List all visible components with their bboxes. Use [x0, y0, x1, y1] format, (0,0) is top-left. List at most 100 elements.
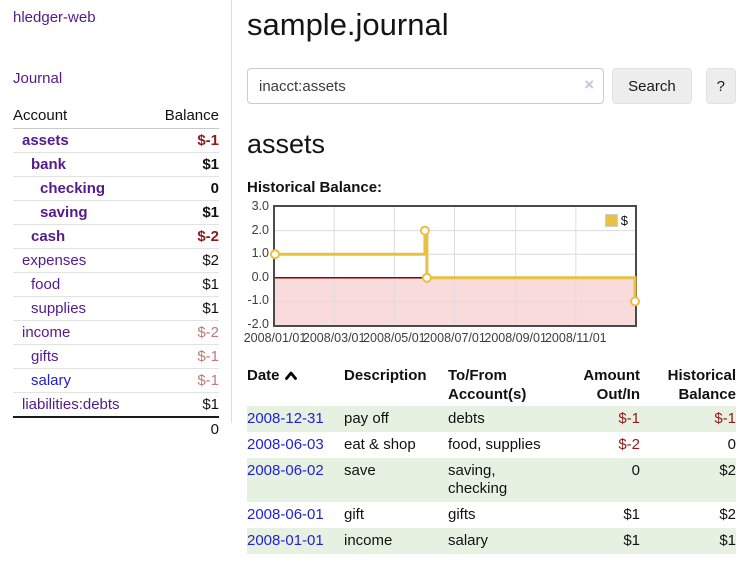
- clear-search-icon[interactable]: ×: [584, 75, 595, 94]
- sidebar-account-link-checking[interactable]: checking: [40, 180, 106, 197]
- transaction-accounts: gifts: [448, 506, 476, 523]
- accounts-rows: assets $-1 bank $1 checking 0 saving $1 cash $-2 e…: [13, 128, 219, 418]
- account-balance: $-2: [149, 320, 219, 345]
- transaction-description: save: [344, 458, 448, 502]
- transaction-date-link[interactable]: 2008-06-01: [247, 506, 324, 523]
- transactions-header-row: Date Description To/From Account(s) Amou…: [247, 364, 736, 406]
- account-row: salary $-1: [13, 368, 219, 393]
- transaction-accounts: debts: [448, 406, 556, 432]
- sidebar-account-link-bank[interactable]: bank: [31, 156, 67, 173]
- account-heading: assets: [247, 129, 326, 159]
- sidebar-account-link-income[interactable]: income: [22, 324, 71, 341]
- transaction-accounts: food, supplies: [448, 436, 541, 453]
- transaction-row: 2008-06-01 gift gifts $1 $2: [247, 502, 736, 528]
- accounts-total-row: 0: [13, 416, 219, 441]
- account-row: expenses $2: [13, 248, 219, 273]
- transaction-accounts: saving, checking: [448, 458, 556, 502]
- chart-title: Historical Balance:: [247, 179, 383, 196]
- account-row: income $-2: [13, 320, 219, 345]
- account-row: bank $1: [13, 152, 219, 177]
- account-row: food $1: [13, 272, 219, 297]
- y-axis-tick-label: 2.0: [251, 222, 269, 237]
- account-balance: $-1: [149, 368, 219, 393]
- y-axis-tick-label: 3.0: [251, 199, 269, 213]
- transactions-table: Date Description To/From Account(s) Amou…: [247, 364, 736, 554]
- transaction-description: gift: [344, 506, 365, 523]
- column-header-amount: Amount Out/In: [583, 367, 640, 403]
- transaction-date-link[interactable]: 2008-06-03: [247, 436, 324, 453]
- y-axis-tick-label: -1.0: [247, 293, 269, 308]
- account-balance: $1: [149, 200, 219, 225]
- transaction-amount: 0: [556, 458, 640, 502]
- transaction-balance: 0: [727, 436, 736, 453]
- app-brand-link[interactable]: hledger-web: [13, 9, 96, 26]
- chart-svg: [270, 207, 640, 325]
- transaction-amount: $-2: [618, 436, 640, 453]
- x-axis-tick-label: 2008/11/01: [544, 331, 607, 345]
- sidebar-account-link-cash[interactable]: cash: [31, 228, 66, 245]
- historical-balance-chart: $ 3.0 2.0 1.0 0.0 -1.0 -2.0 2008/01/01 2008/03/…: [244, 199, 736, 347]
- account-row: assets $-1: [13, 128, 219, 153]
- y-axis-tick-label: -2.0: [247, 317, 269, 331]
- account-balance: $1: [149, 152, 219, 177]
- account-balance: $1: [149, 272, 219, 297]
- transaction-row: 2008-06-02 save saving, checking 0 $2: [247, 458, 736, 502]
- chart-legend: $: [604, 213, 628, 228]
- help-button[interactable]: ?: [705, 68, 736, 104]
- main-content: sample.journal × Search ? assets Histori…: [244, 0, 736, 554]
- account-balance: $1: [202, 396, 219, 413]
- page-title: sample.journal: [247, 7, 449, 42]
- y-axis-tick-label: 0.0: [251, 269, 269, 284]
- sidebar-account-link-gifts[interactable]: gifts: [31, 348, 59, 365]
- transaction-row: 2008-06-03 eat & shop food, supplies $-2 0: [247, 432, 736, 458]
- sidebar-item-journal[interactable]: Journal: [13, 70, 63, 87]
- legend-swatch-icon: [604, 214, 618, 227]
- sidebar-account-link-supplies[interactable]: supplies: [31, 300, 87, 317]
- transaction-balance: $1: [640, 528, 736, 554]
- account-balance: 0: [149, 176, 219, 201]
- transaction-balance: $-1: [640, 406, 736, 432]
- transaction-description: pay off: [344, 406, 448, 432]
- account-balance: $2: [149, 248, 219, 273]
- transaction-row: 2008-01-01 income salary $1 $1: [247, 528, 736, 554]
- accounts-header-row: Account Balance: [13, 104, 219, 129]
- y-axis-tick-label: 1.0: [251, 246, 269, 261]
- transaction-amount: $1: [623, 506, 640, 523]
- accounts-table: Account Balance assets $-1 bank $1 checking 0…: [13, 104, 219, 441]
- account-row: liabilities:debts $1: [13, 393, 219, 418]
- account-balance: $-1: [149, 344, 219, 369]
- x-axis-tick-label: 2008/05/01: [363, 331, 426, 345]
- chart-plot-area[interactable]: $: [270, 205, 640, 327]
- account-balance: $-1: [149, 128, 219, 153]
- transaction-amount: $-1: [556, 406, 640, 432]
- search-button[interactable]: Search: [612, 68, 692, 104]
- sidebar-account-link-assets[interactable]: assets: [22, 132, 69, 149]
- column-header-description: Description: [344, 367, 427, 384]
- transactions-rows: 2008-12-31 pay off debts $-1 $-1 2008-06-03 ea…: [247, 406, 736, 554]
- search-input[interactable]: [247, 68, 605, 104]
- sidebar-account-link-food[interactable]: food: [31, 276, 61, 293]
- transaction-date-link[interactable]: 2008-01-01: [247, 532, 324, 549]
- transaction-date-link[interactable]: 2008-06-02: [247, 462, 324, 479]
- column-header-date[interactable]: Date: [247, 364, 344, 406]
- accounts-header-balance: Balance: [149, 104, 219, 129]
- account-balance: $-2: [149, 224, 219, 249]
- transaction-balance: $2: [640, 458, 736, 502]
- transaction-accounts: salary: [448, 528, 556, 554]
- account-row: cash $-2: [13, 224, 219, 249]
- sidebar-account-link-expenses[interactable]: expenses: [22, 252, 87, 269]
- legend-label: $: [620, 213, 628, 228]
- x-axis-tick-label: 2008/03/01: [302, 331, 366, 345]
- account-row: supplies $1: [13, 296, 219, 321]
- column-header-accounts: To/From Account(s): [448, 367, 527, 403]
- sidebar-account-link-liabilities-debts[interactable]: liabilities:debts: [22, 396, 120, 413]
- x-axis-tick-label: 2008/09/01: [484, 331, 547, 345]
- transaction-row: 2008-12-31 pay off debts $-1 $-1: [247, 406, 736, 432]
- x-axis-tick-label: 2008/07/01: [423, 331, 486, 345]
- transaction-date-link[interactable]: 2008-12-31: [247, 410, 324, 427]
- search-form: × Search ?: [247, 68, 736, 104]
- sidebar-account-link-saving[interactable]: saving: [40, 204, 88, 221]
- transaction-description: eat & shop: [344, 436, 416, 453]
- account-balance: $1: [149, 296, 219, 321]
- sidebar-account-link-salary[interactable]: salary: [31, 372, 72, 389]
